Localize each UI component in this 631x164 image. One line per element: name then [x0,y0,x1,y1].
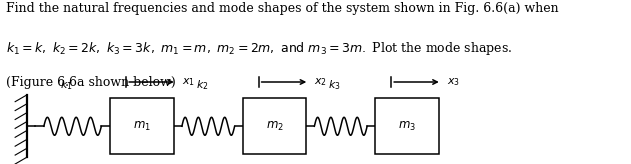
Text: $k_3$: $k_3$ [328,78,341,92]
Text: $k_2$: $k_2$ [196,78,208,92]
Text: $x_1$: $x_1$ [182,76,195,88]
Text: (Figure 6.6a shown below): (Figure 6.6a shown below) [6,76,176,89]
Bar [243,98,306,154]
Text: Find the natural frequencies and mode shapes of the system shown in Fig. 6.6(a) : Find the natural frequencies and mode sh… [6,2,559,15]
Text: $k_1$: $k_1$ [60,78,73,92]
Text: $k_1 = k,\ k_2 = 2k,\ k_3 = 3k,\ m_1 = m,\ m_2 = 2m,\ \mathrm{and}\ m_3 = 3m.\ $: $k_1 = k,\ k_2 = 2k,\ k_3 = 3k,\ m_1 = m… [6,40,512,57]
Text: $x_2$: $x_2$ [314,76,327,88]
Bar [375,98,439,154]
Text: $x_3$: $x_3$ [447,76,460,88]
Text: $m_2$: $m_2$ [266,120,283,133]
Bar [110,98,174,154]
Text: $m_3$: $m_3$ [398,120,416,133]
Text: $m_1$: $m_1$ [133,120,151,133]
